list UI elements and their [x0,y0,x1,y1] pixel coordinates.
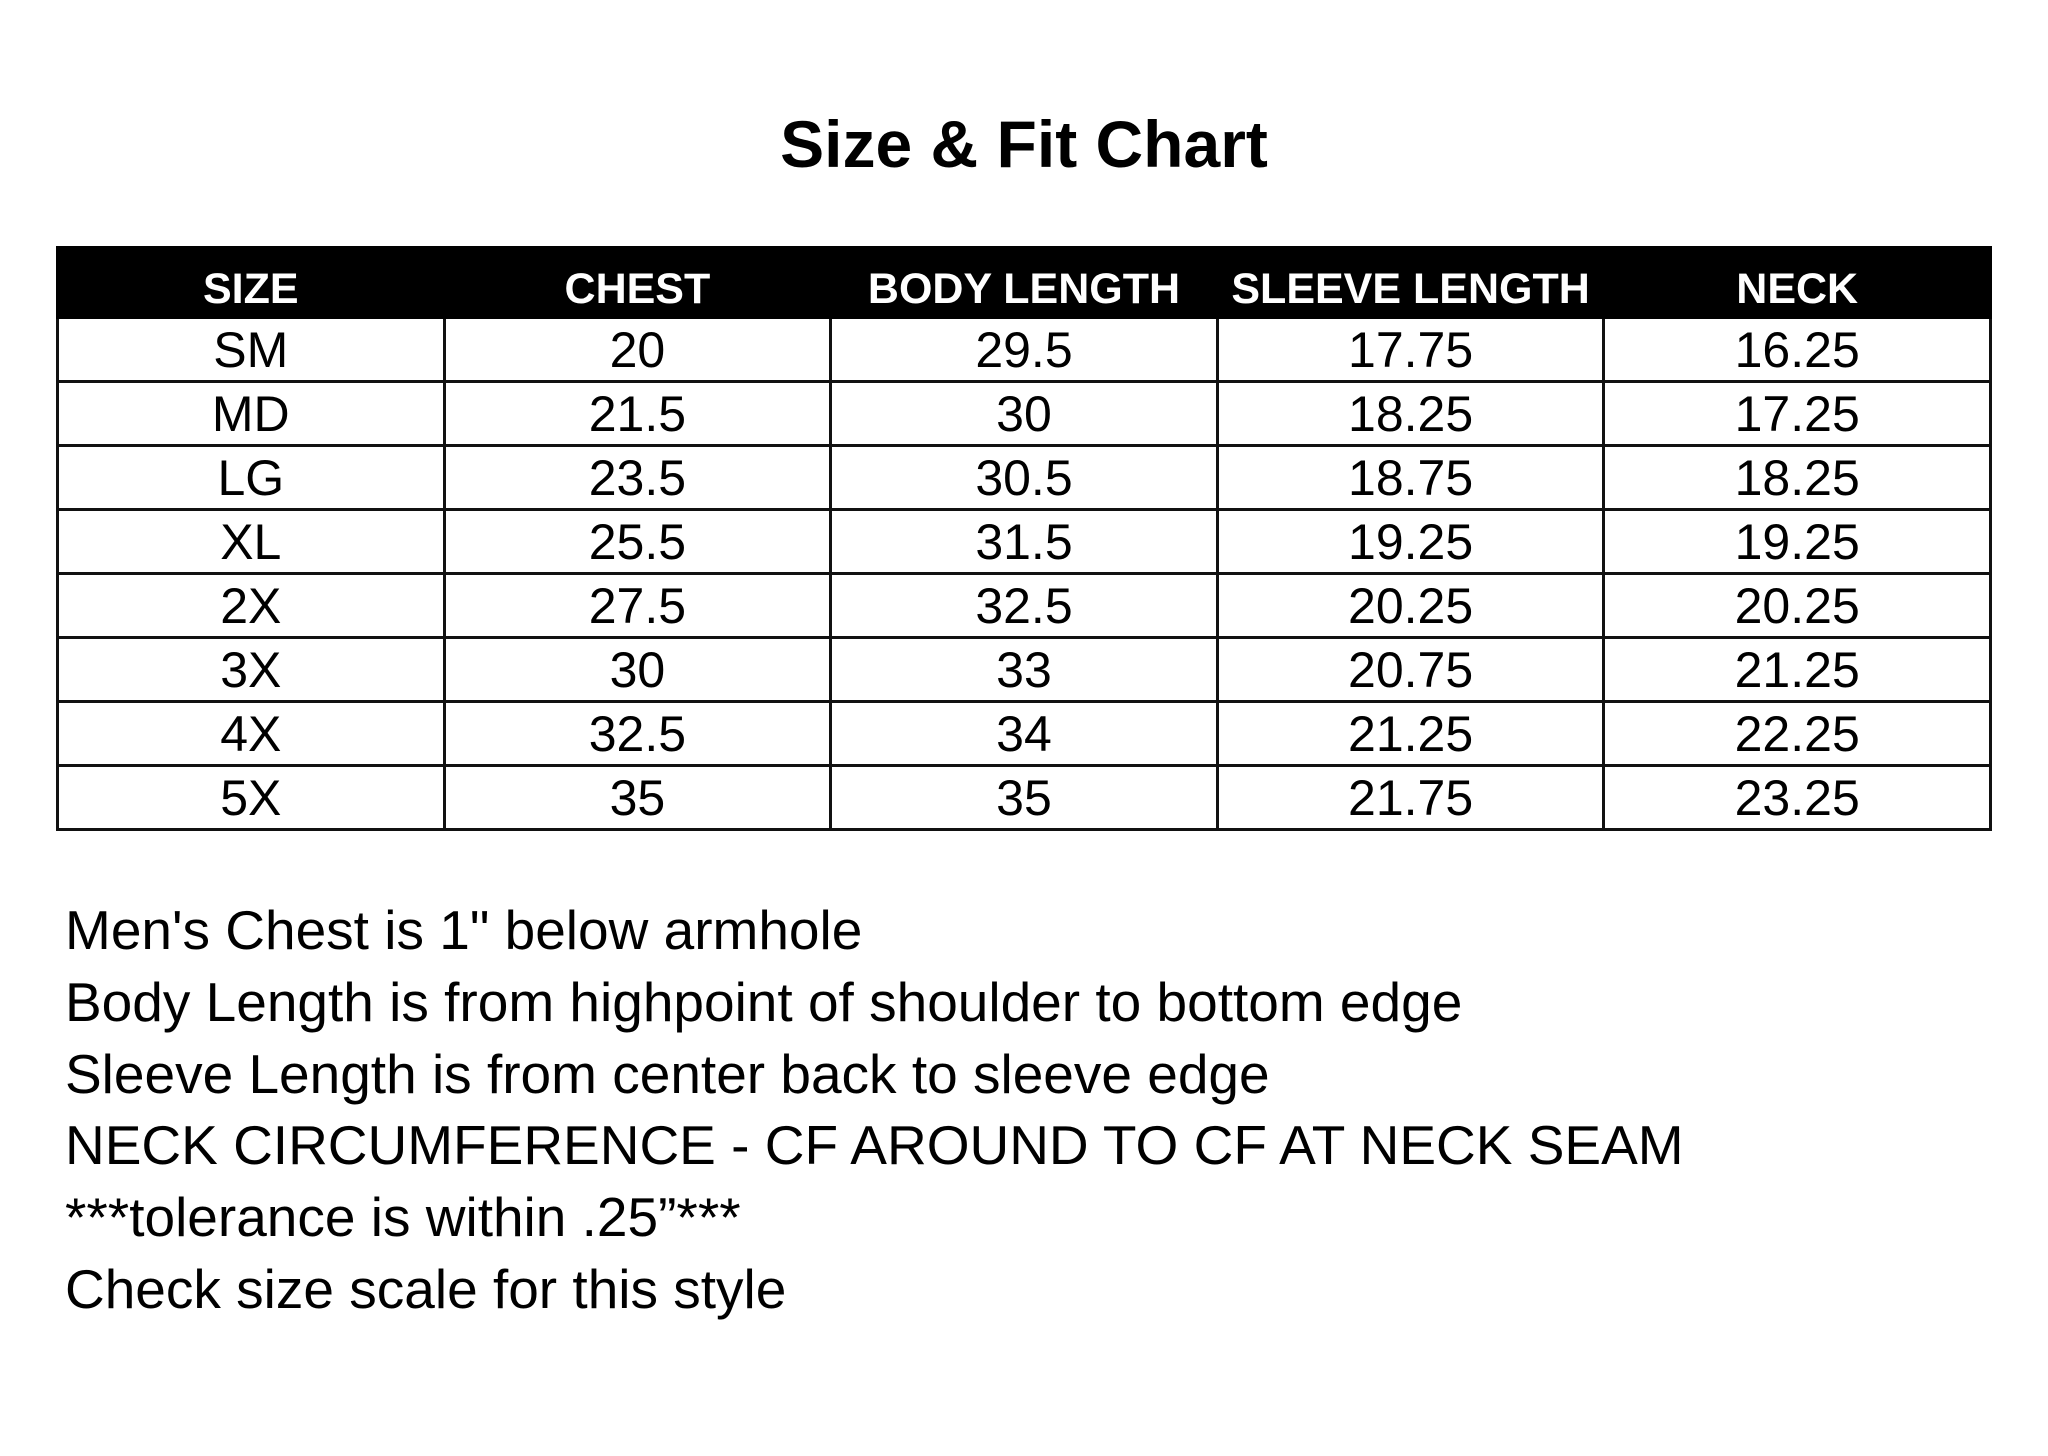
table-header-row: SIZE CHEST BODY LENGTH SLEEVE LENGTH NEC… [56,246,1992,319]
cell-chest: 20 [442,316,833,383]
table-row: 4X 32.5 34 21.25 22.25 [56,700,1992,767]
note-sleeve-length: Sleeve Length is from center back to sle… [65,1042,1270,1105]
cell-sleeve-length: 18.25 [1215,380,1606,447]
cell-body-length: 30.5 [829,444,1219,511]
cell-size: SM [56,316,446,383]
cell-sleeve-length: 20.75 [1215,636,1606,703]
cell-sleeve-length: 18.75 [1215,444,1606,511]
cell-sleeve-length: 20.25 [1215,572,1606,639]
cell-size: MD [56,380,446,447]
header-size: SIZE [56,246,446,319]
cell-chest: 25.5 [442,508,833,575]
cell-chest: 23.5 [442,444,833,511]
measurement-notes: Men's Chest is 1" below armhole Body Len… [65,895,1684,1326]
table-row: 3X 30 33 20.75 21.25 [56,636,1992,703]
header-neck: NECK [1602,246,1992,319]
cell-size: 2X [56,572,446,639]
cell-sleeve-length: 17.75 [1215,316,1606,383]
cell-body-length: 33 [829,636,1219,703]
cell-neck: 21.25 [1602,636,1992,703]
cell-neck: 22.25 [1602,700,1992,767]
cell-sleeve-length: 21.75 [1215,764,1606,831]
cell-body-length: 35 [829,764,1219,831]
note-chest: Men's Chest is 1" below armhole [65,899,863,961]
table-row: MD 21.5 30 18.25 17.25 [56,380,1992,447]
cell-body-length: 34 [829,700,1219,767]
cell-body-length: 32.5 [829,572,1219,639]
header-body-length: BODY LENGTH [829,246,1219,319]
cell-neck: 19.25 [1602,508,1992,575]
cell-chest: 35 [442,764,833,831]
cell-body-length: 30 [829,380,1219,447]
cell-neck: 16.25 [1602,316,1992,383]
cell-sleeve-length: 21.25 [1215,700,1606,767]
cell-chest: 30 [442,636,833,703]
header-chest: CHEST [442,246,833,319]
cell-neck: 23.25 [1602,764,1992,831]
note-neck: NECK CIRCUMFERENCE - CF AROUND TO CF AT … [65,1114,1684,1177]
table-row: 2X 27.5 32.5 20.25 20.25 [56,572,1992,639]
page-title: Size & Fit Chart [780,107,1268,181]
note-body-length: Body Length is from highpoint of shoulde… [65,970,1463,1033]
cell-size: 5X [56,764,446,831]
cell-size: XL [56,508,446,575]
size-chart-table: SIZE CHEST BODY LENGTH SLEEVE LENGTH NEC… [56,246,1992,831]
cell-neck: 20.25 [1602,572,1992,639]
header-sleeve-length: SLEEVE LENGTH [1215,246,1606,319]
note-tolerance: ***tolerance is within .25”*** [65,1186,741,1249]
table-row: XL 25.5 31.5 19.25 19.25 [56,508,1992,575]
cell-body-length: 29.5 [829,316,1219,383]
table-row: SM 20 29.5 17.75 16.25 [56,316,1992,383]
table-row: LG 23.5 30.5 18.75 18.25 [56,444,1992,511]
cell-chest: 32.5 [442,700,833,767]
cell-chest: 27.5 [442,572,833,639]
table-row: 5X 35 35 21.75 23.25 [56,764,1992,831]
cell-size: LG [56,444,446,511]
cell-neck: 18.25 [1602,444,1992,511]
cell-size: 3X [56,636,446,703]
cell-sleeve-length: 19.25 [1215,508,1606,575]
cell-body-length: 31.5 [829,508,1219,575]
note-size-scale: Check size scale for this style [65,1257,787,1320]
cell-neck: 17.25 [1602,380,1992,447]
cell-size: 4X [56,700,446,767]
cell-chest: 21.5 [442,380,833,447]
